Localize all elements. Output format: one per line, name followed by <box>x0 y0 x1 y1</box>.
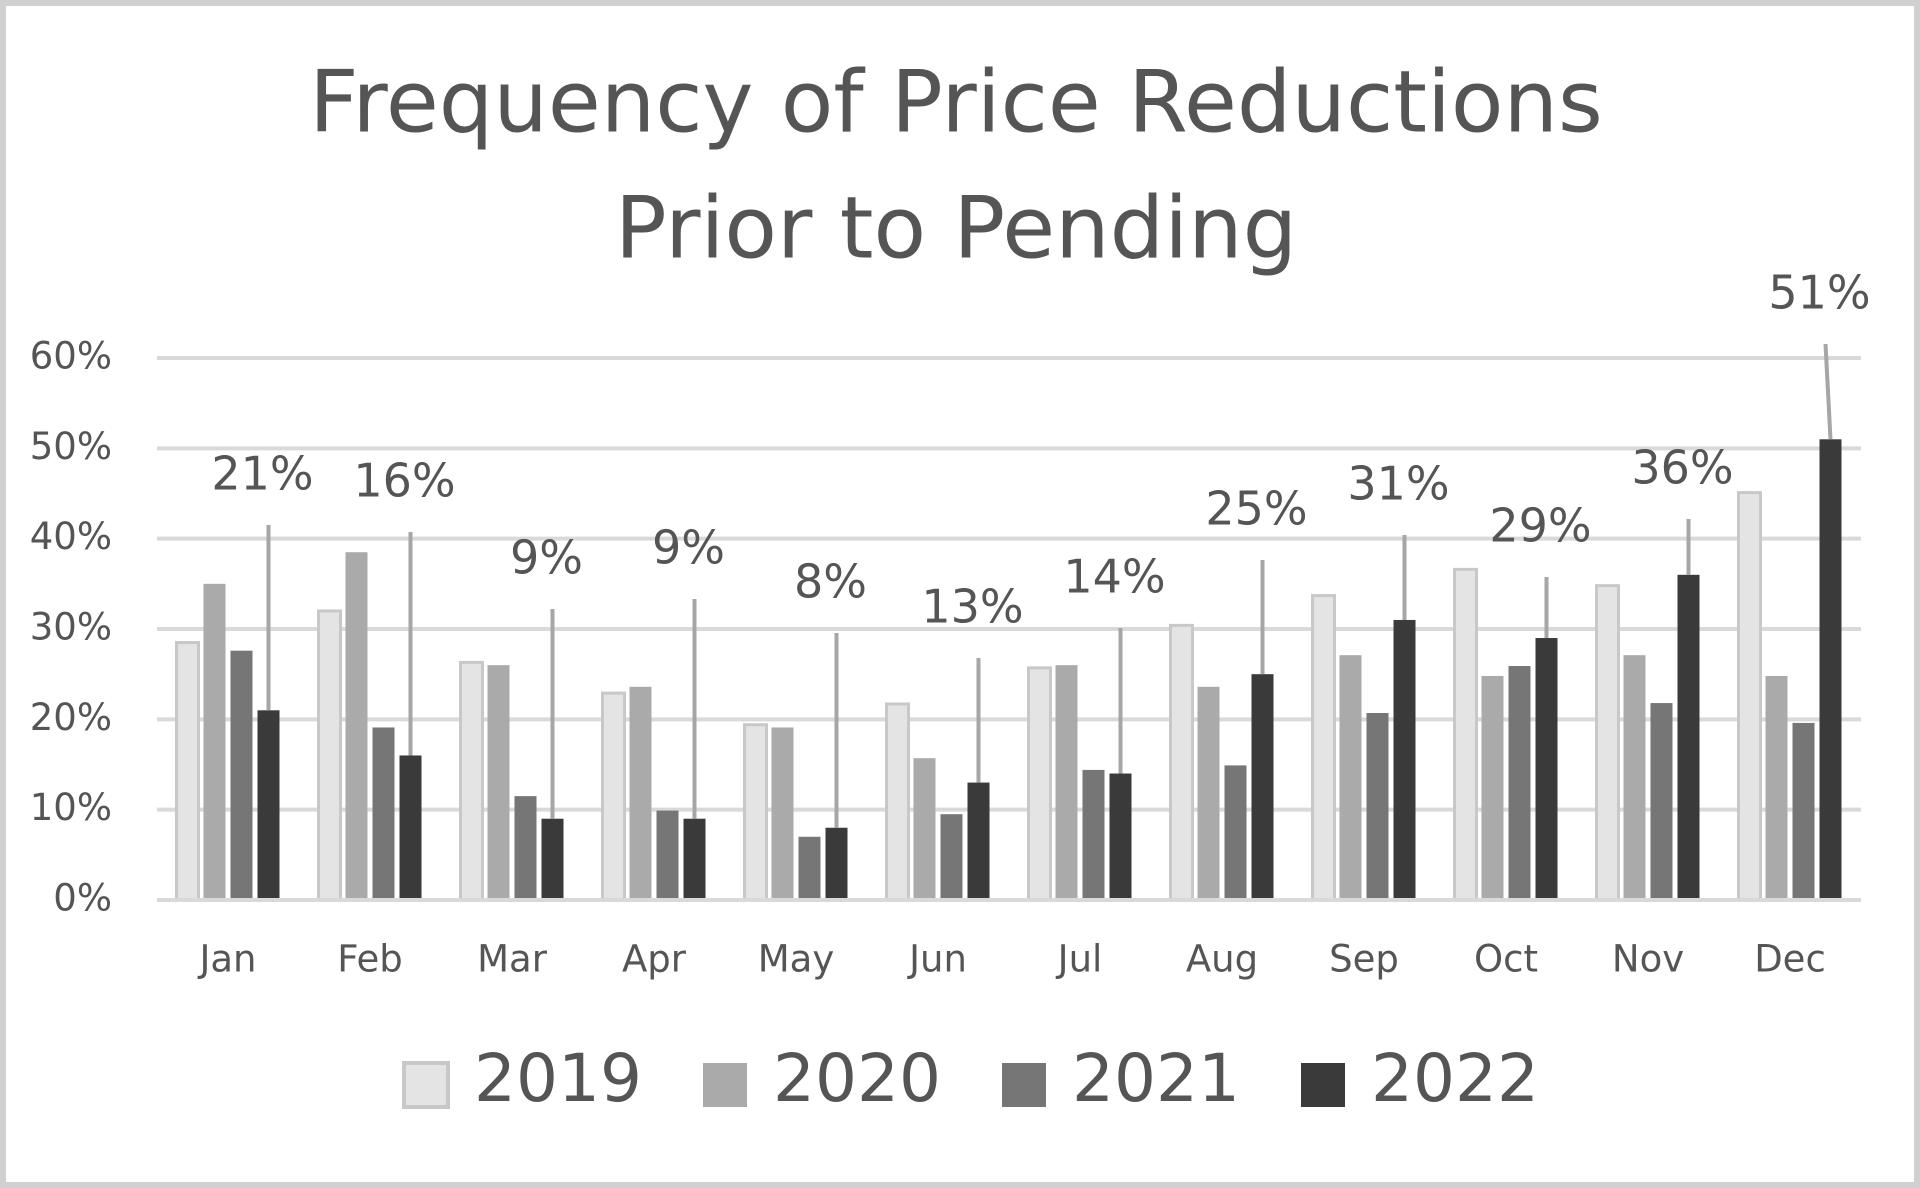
bar <box>1650 703 1673 900</box>
bar <box>1623 655 1646 900</box>
bar <box>317 609 342 902</box>
x-tick-label: Sep <box>1329 938 1399 981</box>
bar <box>203 583 226 900</box>
data-label: 16% <box>353 454 455 508</box>
bar <box>1819 439 1842 900</box>
bar <box>1082 769 1105 900</box>
data-label: 36% <box>1631 441 1733 495</box>
bar <box>399 755 422 900</box>
bar <box>1765 675 1788 900</box>
chart-title: Frequency of Price Reductions <box>309 52 1603 152</box>
bar <box>1339 655 1362 900</box>
data-label: 9% <box>510 531 583 585</box>
y-tick-label: 20% <box>30 696 112 739</box>
bar <box>1677 574 1700 900</box>
bar <box>230 650 253 900</box>
bar <box>1393 619 1416 900</box>
bar <box>1224 765 1247 900</box>
bar <box>967 782 990 900</box>
bar <box>1535 638 1558 900</box>
data-label: 13% <box>921 580 1023 634</box>
bar <box>1109 773 1132 900</box>
legend-label: 2021 <box>1072 1040 1240 1117</box>
data-label: 51% <box>1768 266 1870 320</box>
legend-label: 2019 <box>474 1040 642 1117</box>
bar <box>257 710 280 900</box>
bar <box>683 818 706 900</box>
bar <box>345 552 368 900</box>
bar <box>913 758 936 900</box>
data-label: 8% <box>794 555 867 609</box>
data-label: 29% <box>1489 499 1591 553</box>
data-label: 9% <box>652 521 725 575</box>
bar <box>1737 491 1762 902</box>
bar <box>459 660 484 902</box>
x-tick-label: Mar <box>477 938 548 981</box>
leader-line <box>1823 343 1833 440</box>
legend-label: 2022 <box>1371 1040 1539 1117</box>
bar <box>798 836 821 900</box>
bar <box>601 691 626 902</box>
bar <box>1169 623 1194 902</box>
x-tick-label: Nov <box>1612 938 1684 981</box>
legend-swatch <box>1002 1063 1046 1107</box>
y-tick-label: 40% <box>30 515 112 558</box>
bar <box>656 810 679 900</box>
chart-title: Prior to Pending <box>615 178 1297 278</box>
y-tick-label: 50% <box>30 425 112 468</box>
legend-swatch <box>1301 1063 1345 1107</box>
legend-label: 2020 <box>773 1040 941 1117</box>
x-tick-label: May <box>758 938 835 981</box>
x-tick-label: Oct <box>1474 938 1538 981</box>
x-tick-label: Jun <box>907 938 967 981</box>
bar <box>825 827 848 900</box>
bar <box>940 814 963 900</box>
bar <box>1251 674 1274 900</box>
bar <box>1027 666 1052 902</box>
data-label: 31% <box>1347 457 1449 511</box>
y-tick-label: 0% <box>53 877 112 920</box>
bar <box>771 727 794 900</box>
bar <box>487 665 510 900</box>
bar <box>1197 686 1220 900</box>
bar <box>1366 713 1389 900</box>
x-tick-label: Jul <box>1056 938 1103 981</box>
bar <box>1481 675 1504 900</box>
y-tick-label: 30% <box>30 606 112 649</box>
bar <box>1508 666 1531 900</box>
bar <box>743 723 768 902</box>
bar <box>1311 594 1336 902</box>
bar <box>1792 722 1815 900</box>
bar <box>629 686 652 900</box>
bar <box>372 727 395 900</box>
x-tick-label: Feb <box>337 938 403 981</box>
bar <box>1453 567 1478 902</box>
y-tick-label: 60% <box>30 335 112 378</box>
x-tick-label: Dec <box>1754 938 1826 981</box>
data-label: 21% <box>211 447 313 501</box>
legend-swatch <box>703 1063 747 1107</box>
y-tick-label: 10% <box>30 786 112 829</box>
bar <box>175 641 200 902</box>
bar <box>1595 584 1620 902</box>
data-label: 25% <box>1205 482 1307 536</box>
bar <box>541 818 564 900</box>
data-label: 14% <box>1063 550 1165 604</box>
x-tick-label: Aug <box>1186 938 1258 981</box>
bar <box>514 796 537 900</box>
x-tick-label: Jan <box>197 938 256 981</box>
bar <box>1055 665 1078 900</box>
bar <box>885 702 910 902</box>
x-tick-label: Apr <box>622 938 687 981</box>
legend-swatch <box>402 1061 450 1109</box>
